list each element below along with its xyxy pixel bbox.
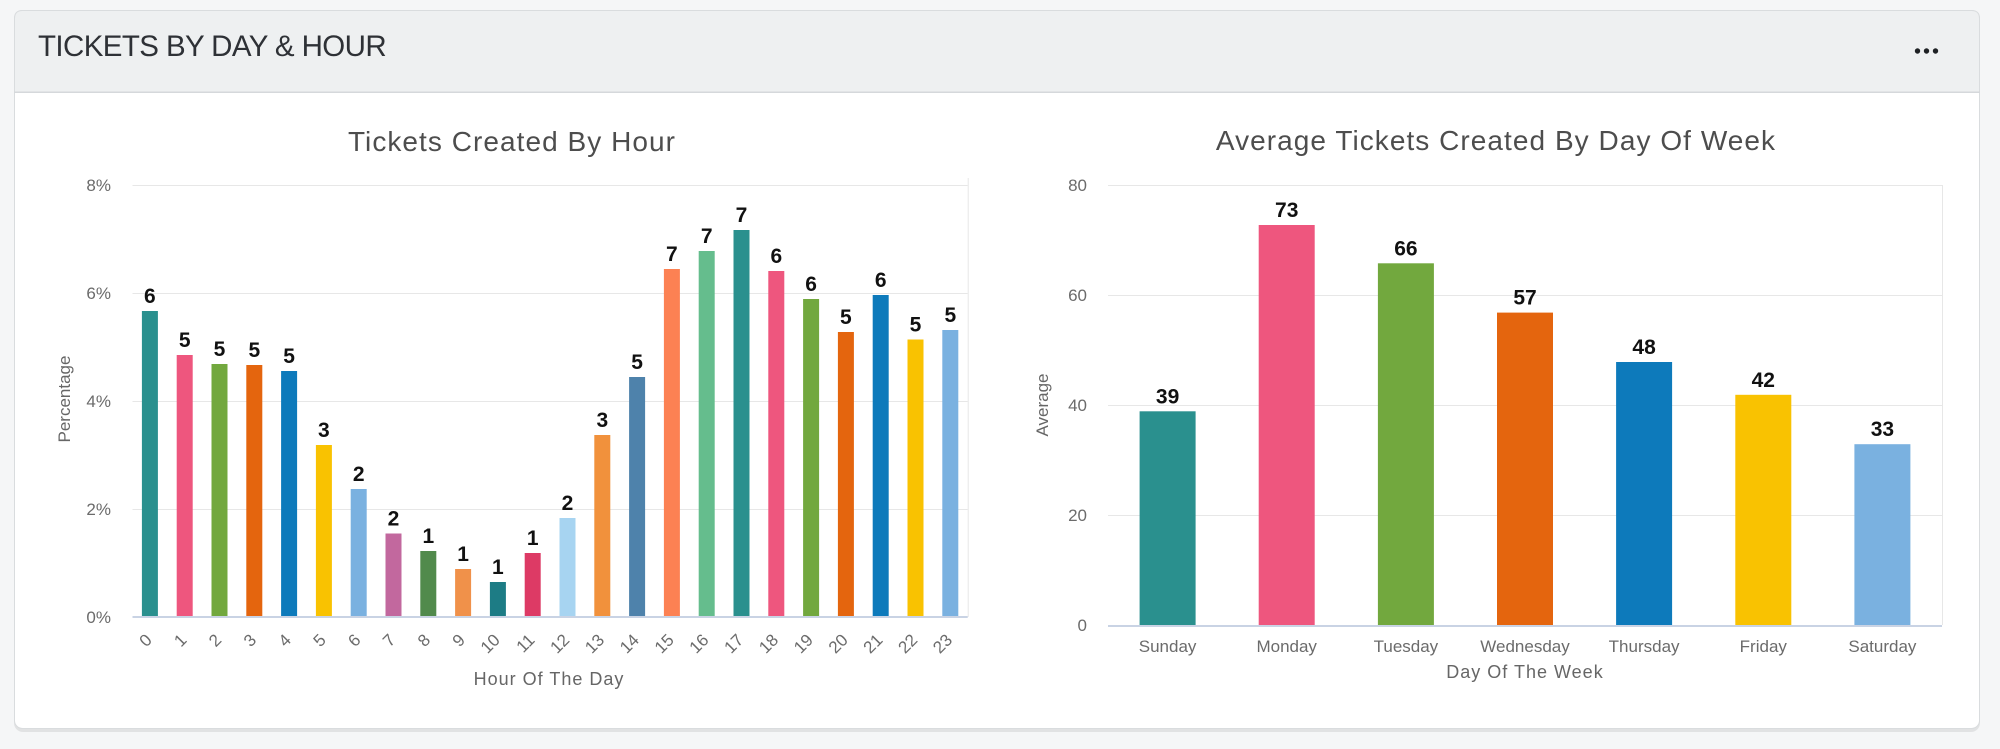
svg-text:7: 7 <box>666 243 678 266</box>
svg-text:20: 20 <box>1068 506 1087 525</box>
svg-text:Day Of The Week: Day Of The Week <box>1446 662 1603 682</box>
svg-text:7: 7 <box>701 225 713 248</box>
svg-text:5: 5 <box>214 338 226 361</box>
svg-text:Friday: Friday <box>1740 637 1788 656</box>
svg-text:2: 2 <box>353 463 365 486</box>
svg-text:73: 73 <box>1275 199 1298 222</box>
svg-text:8%: 8% <box>86 176 111 195</box>
svg-text:0%: 0% <box>86 608 111 627</box>
svg-text:0: 0 <box>1078 616 1087 635</box>
svg-text:48: 48 <box>1632 336 1656 359</box>
svg-text:1: 1 <box>527 527 539 550</box>
svg-text:6%: 6% <box>86 284 111 303</box>
svg-text:6: 6 <box>770 245 782 268</box>
svg-text:66: 66 <box>1394 237 1417 260</box>
svg-text:Tuesday: Tuesday <box>1374 637 1439 656</box>
svg-text:TICKETS BY DAY & HOUR: TICKETS BY DAY & HOUR <box>38 30 386 63</box>
svg-text:5: 5 <box>840 306 852 329</box>
svg-text:Hour Of The Day: Hour Of The Day <box>474 669 625 689</box>
svg-text:Sunday: Sunday <box>1139 637 1197 656</box>
svg-text:Average: Average <box>1033 373 1052 436</box>
svg-text:6: 6 <box>875 269 887 292</box>
svg-text:5: 5 <box>283 345 295 368</box>
svg-text:Saturday: Saturday <box>1848 637 1917 656</box>
svg-text:80: 80 <box>1068 176 1087 195</box>
svg-text:3: 3 <box>596 409 608 432</box>
svg-text:2: 2 <box>388 508 400 531</box>
svg-text:6: 6 <box>805 273 817 296</box>
svg-text:1: 1 <box>492 556 504 579</box>
svg-text:5: 5 <box>631 351 643 374</box>
svg-text:2%: 2% <box>86 500 111 519</box>
svg-text:Wednesday: Wednesday <box>1480 637 1570 656</box>
svg-text:5: 5 <box>944 304 956 327</box>
svg-text:2: 2 <box>562 492 574 515</box>
svg-text:7: 7 <box>736 204 748 227</box>
svg-text:3: 3 <box>318 419 330 442</box>
svg-text:57: 57 <box>1513 287 1536 310</box>
svg-text:40: 40 <box>1068 396 1087 415</box>
svg-text:1: 1 <box>422 525 434 548</box>
svg-text:6: 6 <box>144 285 156 308</box>
svg-text:Thursday: Thursday <box>1609 637 1680 656</box>
svg-text:42: 42 <box>1752 369 1775 392</box>
svg-text:Average Tickets Created By Day: Average Tickets Created By Day Of Week <box>1216 125 1776 156</box>
svg-text:39: 39 <box>1156 385 1179 408</box>
svg-text:5: 5 <box>179 329 191 352</box>
svg-text:Percentage: Percentage <box>55 356 74 443</box>
svg-text:5: 5 <box>910 314 922 337</box>
svg-text:4%: 4% <box>86 392 111 411</box>
svg-text:1: 1 <box>457 543 469 566</box>
svg-text:Tickets Created By Hour: Tickets Created By Hour <box>348 126 676 157</box>
svg-text:33: 33 <box>1871 418 1894 441</box>
svg-text:Monday: Monday <box>1256 637 1317 656</box>
svg-text:5: 5 <box>248 339 260 362</box>
svg-text:60: 60 <box>1068 286 1087 305</box>
